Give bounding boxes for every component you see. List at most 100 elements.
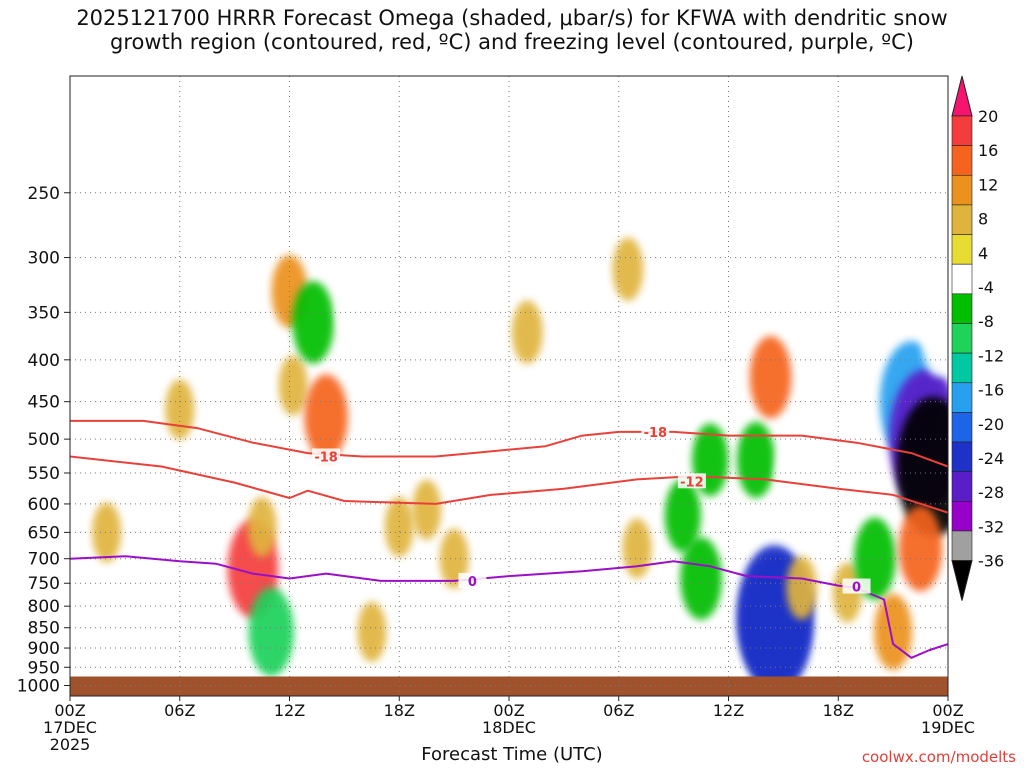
x-axis-label: Forecast Time (UTC) (421, 744, 603, 765)
omega-cell (91, 591, 122, 656)
colorbar-segment (951, 323, 973, 354)
omega-cell (218, 622, 251, 690)
isotherm-label-bg (641, 423, 670, 439)
colorbar-label: -12 (978, 346, 1004, 365)
omega-cell (749, 335, 792, 419)
y-tick-label: 450 (28, 393, 60, 413)
y-tick-label: 850 (28, 619, 60, 639)
colorbar-label: -8 (978, 312, 994, 331)
omega-cell (921, 306, 948, 377)
y-tick-label: 500 (28, 430, 60, 450)
isotherm-label: -12 (680, 475, 704, 490)
y-tick-label: 400 (28, 351, 60, 371)
colorbar-segment (951, 501, 973, 532)
y-tick-label: 700 (28, 550, 60, 570)
y-tick-label: 1000 (17, 676, 60, 696)
isotherm-label-bg (458, 572, 487, 588)
x-tick-label: 19DEC (921, 718, 975, 737)
x-tick-label: 18Z (823, 701, 854, 720)
colorbar-segment (951, 145, 973, 176)
x-tick-label: 2025 (50, 735, 91, 754)
colorbar-label: -32 (978, 517, 1004, 536)
omega-cell (776, 439, 809, 507)
omega-cell (92, 502, 122, 563)
colorbar-segment (951, 293, 973, 324)
colorbar-arrow-top (951, 75, 973, 117)
y-tick-label: 950 (28, 658, 60, 678)
colorbar-segment (951, 263, 973, 295)
y-tick-label: 250 (28, 184, 60, 204)
colorbar-segment (951, 412, 973, 443)
omega-cell (898, 505, 943, 592)
omega-cell (304, 374, 348, 460)
y-tick-label: 300 (28, 249, 60, 269)
omega-cell (896, 396, 948, 537)
omega-cell (622, 518, 652, 579)
colorbar-label: 16 (978, 141, 998, 160)
colorbar-label: -4 (978, 278, 994, 297)
x-tick-label: 18DEC (482, 718, 536, 737)
colorbar-label: 12 (978, 175, 998, 194)
omega-cell (191, 574, 223, 638)
colorbar-segment (951, 471, 973, 502)
omega-cell (248, 587, 294, 677)
y-tick-label: 600 (28, 495, 60, 515)
colorbar-label: -28 (978, 483, 1004, 502)
x-tick-label: 12Z (274, 701, 305, 720)
omega-cell (639, 581, 672, 649)
chart-title-line-1: 2025121700 HRRR Forecast Omega (shaded, … (76, 6, 948, 30)
colorbar-label: -16 (978, 381, 1004, 400)
omega-cell (228, 385, 260, 449)
colorbar-segment (951, 530, 973, 561)
credit-text: coolwx.com/modelts (861, 748, 1016, 766)
omega-cell (736, 421, 775, 498)
omega-cell (721, 199, 754, 267)
y-tick-label: 750 (28, 574, 60, 594)
omega-cell (874, 593, 913, 670)
colorbar-label: 8 (978, 210, 988, 229)
colorbar-label: -20 (978, 415, 1004, 434)
isotherm-label: -18 (644, 426, 668, 441)
x-tick-label: 00Z (54, 701, 85, 720)
x-tick-label: 00Z (493, 701, 524, 720)
colorbar-segment (951, 441, 973, 472)
omega-cell (786, 556, 818, 620)
colorbar-label: -24 (978, 449, 1004, 468)
omega-cell (278, 355, 308, 416)
omega-cell (247, 496, 277, 557)
omega-cell (365, 248, 397, 313)
isotherm-line (70, 419, 948, 468)
y-axis-ticks: 2503003504004505005506006507007508008509… (17, 184, 70, 696)
y-tick-label: 650 (28, 523, 60, 543)
omega-cell (136, 259, 168, 324)
isotherm-label-bg (842, 578, 871, 594)
x-tick-label: 06Z (603, 701, 634, 720)
colorbar-arrow-bottom (951, 560, 973, 601)
omega-cell (412, 479, 442, 540)
omega-cell (612, 237, 644, 301)
omega-cell (795, 270, 827, 334)
omega-cell (292, 281, 335, 364)
colorbar: 20 16 12 8 4 -4 -8 -12 -16 -20 -24 -28 -32 -36 (951, 75, 1004, 601)
omega-cell (357, 601, 387, 662)
colorbar-segment (951, 382, 973, 413)
colorbar-segment (951, 174, 973, 206)
colorbar-label: 4 (978, 244, 988, 263)
colorbar-segment (951, 204, 973, 235)
colorbar-label: -36 (978, 552, 1004, 571)
x-tick-label: 17DEC (43, 718, 97, 737)
isotherm-label: 0 (852, 581, 861, 596)
colorbar-label: 20 (978, 107, 998, 126)
omega-cell (680, 537, 722, 620)
x-tick-label: 12Z (713, 701, 744, 720)
isotherm-label: 0 (468, 575, 477, 590)
y-tick-label: 800 (28, 597, 60, 617)
x-tick-label: 18Z (384, 701, 415, 720)
colorbar-segment (951, 115, 973, 146)
isotherm-line (70, 455, 948, 514)
omega-cell (202, 316, 238, 386)
isotherm-line (70, 555, 948, 659)
colorbar-segment (951, 352, 973, 384)
